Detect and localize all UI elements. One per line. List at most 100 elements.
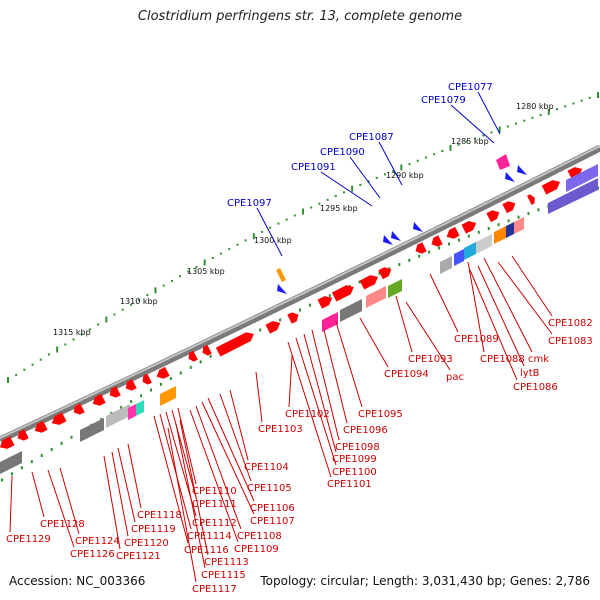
- ruler-major-tick: [498, 126, 501, 133]
- ruler-dot: [556, 108, 559, 111]
- gene-label: CPE1096: [343, 425, 388, 436]
- gene-box: [106, 404, 130, 428]
- label-leader-line: [359, 317, 389, 368]
- ruler-dot: [269, 226, 272, 229]
- gene-arrow: [317, 296, 333, 309]
- track-dot: [179, 371, 182, 375]
- gene-box-pink-top: [496, 154, 510, 170]
- ruler-dot: [326, 198, 329, 201]
- track-dot: [50, 447, 53, 451]
- track-dot: [40, 454, 43, 458]
- gene-label: CPE1088: [480, 354, 525, 365]
- ruler-major-tick: [597, 92, 599, 98]
- track-dot: [209, 354, 212, 358]
- gene-label: CPE1120: [124, 538, 169, 549]
- gene-box: [494, 226, 506, 244]
- label-leader-line: [103, 455, 121, 550]
- ruler-dot: [39, 358, 42, 361]
- ruler-dot: [261, 230, 264, 233]
- ruler-dot: [228, 248, 231, 251]
- gene-label: CPE1124: [75, 536, 120, 547]
- gene-arrow: [287, 312, 299, 324]
- track-dot: [299, 308, 301, 312]
- ruler-dot: [392, 169, 395, 172]
- ruler-dot: [408, 163, 411, 166]
- ruler-label: 1280 kbp: [516, 102, 554, 111]
- label-leader-line: [179, 419, 209, 556]
- ruler-label: 1310 kbp: [120, 297, 158, 306]
- label-leader-line: [201, 401, 255, 515]
- track-dot: [199, 360, 202, 364]
- gene-label: CPE1100: [332, 467, 377, 478]
- track-dot: [150, 388, 152, 392]
- gene-arrow: [502, 201, 516, 214]
- ruler-dot: [293, 214, 296, 217]
- gene-label: CPE1110: [192, 486, 237, 497]
- gene-box: [0, 451, 22, 474]
- ruler-dot: [531, 116, 534, 119]
- track-dot: [477, 230, 480, 234]
- track-dot: [169, 377, 172, 381]
- gene-arrow: [73, 403, 85, 415]
- label-leader-line: [189, 409, 239, 543]
- ruler-major-tick: [302, 208, 304, 215]
- gene-label: CPE1117: [192, 584, 237, 595]
- ruler-dot: [539, 113, 542, 116]
- label-leader-line: [175, 423, 206, 569]
- gene-label: pac: [446, 372, 464, 383]
- gene-arrow: [567, 167, 583, 180]
- gene-arrow: [378, 267, 392, 280]
- gene-box: [136, 400, 144, 416]
- gene-arrow: [125, 379, 137, 391]
- label-leader-line: [59, 467, 80, 535]
- gene-label: CPE1106: [250, 503, 295, 514]
- gene-label: CPE1105: [247, 483, 292, 494]
- label-leader-line: [395, 295, 413, 353]
- track-dot: [398, 263, 401, 267]
- ruler-major-tick: [400, 164, 403, 171]
- label-leader-line: [378, 141, 403, 186]
- ruler-dot: [277, 222, 280, 225]
- ruler-dot: [220, 252, 223, 255]
- label-leader-line: [303, 333, 337, 453]
- gene-arrow: [265, 321, 281, 334]
- gene-arrow-blue: [391, 231, 401, 241]
- gene-arrow: [486, 210, 500, 223]
- gene-arrow: [202, 344, 212, 356]
- gene-arrow: [431, 235, 443, 247]
- gene-label: CPE1089: [454, 334, 499, 345]
- gene-label: CPE1113: [204, 557, 249, 568]
- ruler-dot: [441, 150, 444, 153]
- gene-label: CPE1087: [349, 132, 394, 143]
- track-dot: [60, 441, 63, 445]
- gene-label: CPE1121: [116, 551, 161, 562]
- ruler-dot: [15, 373, 18, 376]
- gene-arrow-blue: [413, 222, 423, 232]
- ruler-dot: [162, 284, 165, 287]
- gene-arrow: [92, 393, 106, 406]
- gene-label: CPE1101: [327, 479, 372, 490]
- ruler-major-tick: [547, 109, 550, 116]
- gene-arrow: [461, 221, 477, 234]
- ruler-dot: [523, 119, 526, 122]
- gene-label: CPE1098: [335, 442, 380, 453]
- gene-label: CPE1107: [250, 516, 295, 527]
- ruler-dot: [375, 176, 378, 179]
- label-leader-line: [171, 409, 197, 498]
- ruler-dot: [383, 173, 386, 176]
- label-leader-line: [195, 405, 242, 530]
- track-dot: [378, 271, 381, 275]
- gene-label: CPE1095: [358, 409, 403, 420]
- gene-label: CPE1090: [320, 147, 365, 158]
- ruler-major-tick: [105, 316, 108, 323]
- track-dot: [358, 280, 361, 284]
- gene-arrow-blue: [517, 165, 527, 175]
- track-dot: [259, 328, 262, 332]
- gene-box-orange-top: [276, 268, 286, 282]
- track-dot: [507, 219, 510, 223]
- gene-arrow-blue: [383, 235, 393, 245]
- label-leader-line: [219, 393, 252, 482]
- gene-arrow: [109, 386, 121, 398]
- gene-label: CPE1083: [548, 336, 593, 347]
